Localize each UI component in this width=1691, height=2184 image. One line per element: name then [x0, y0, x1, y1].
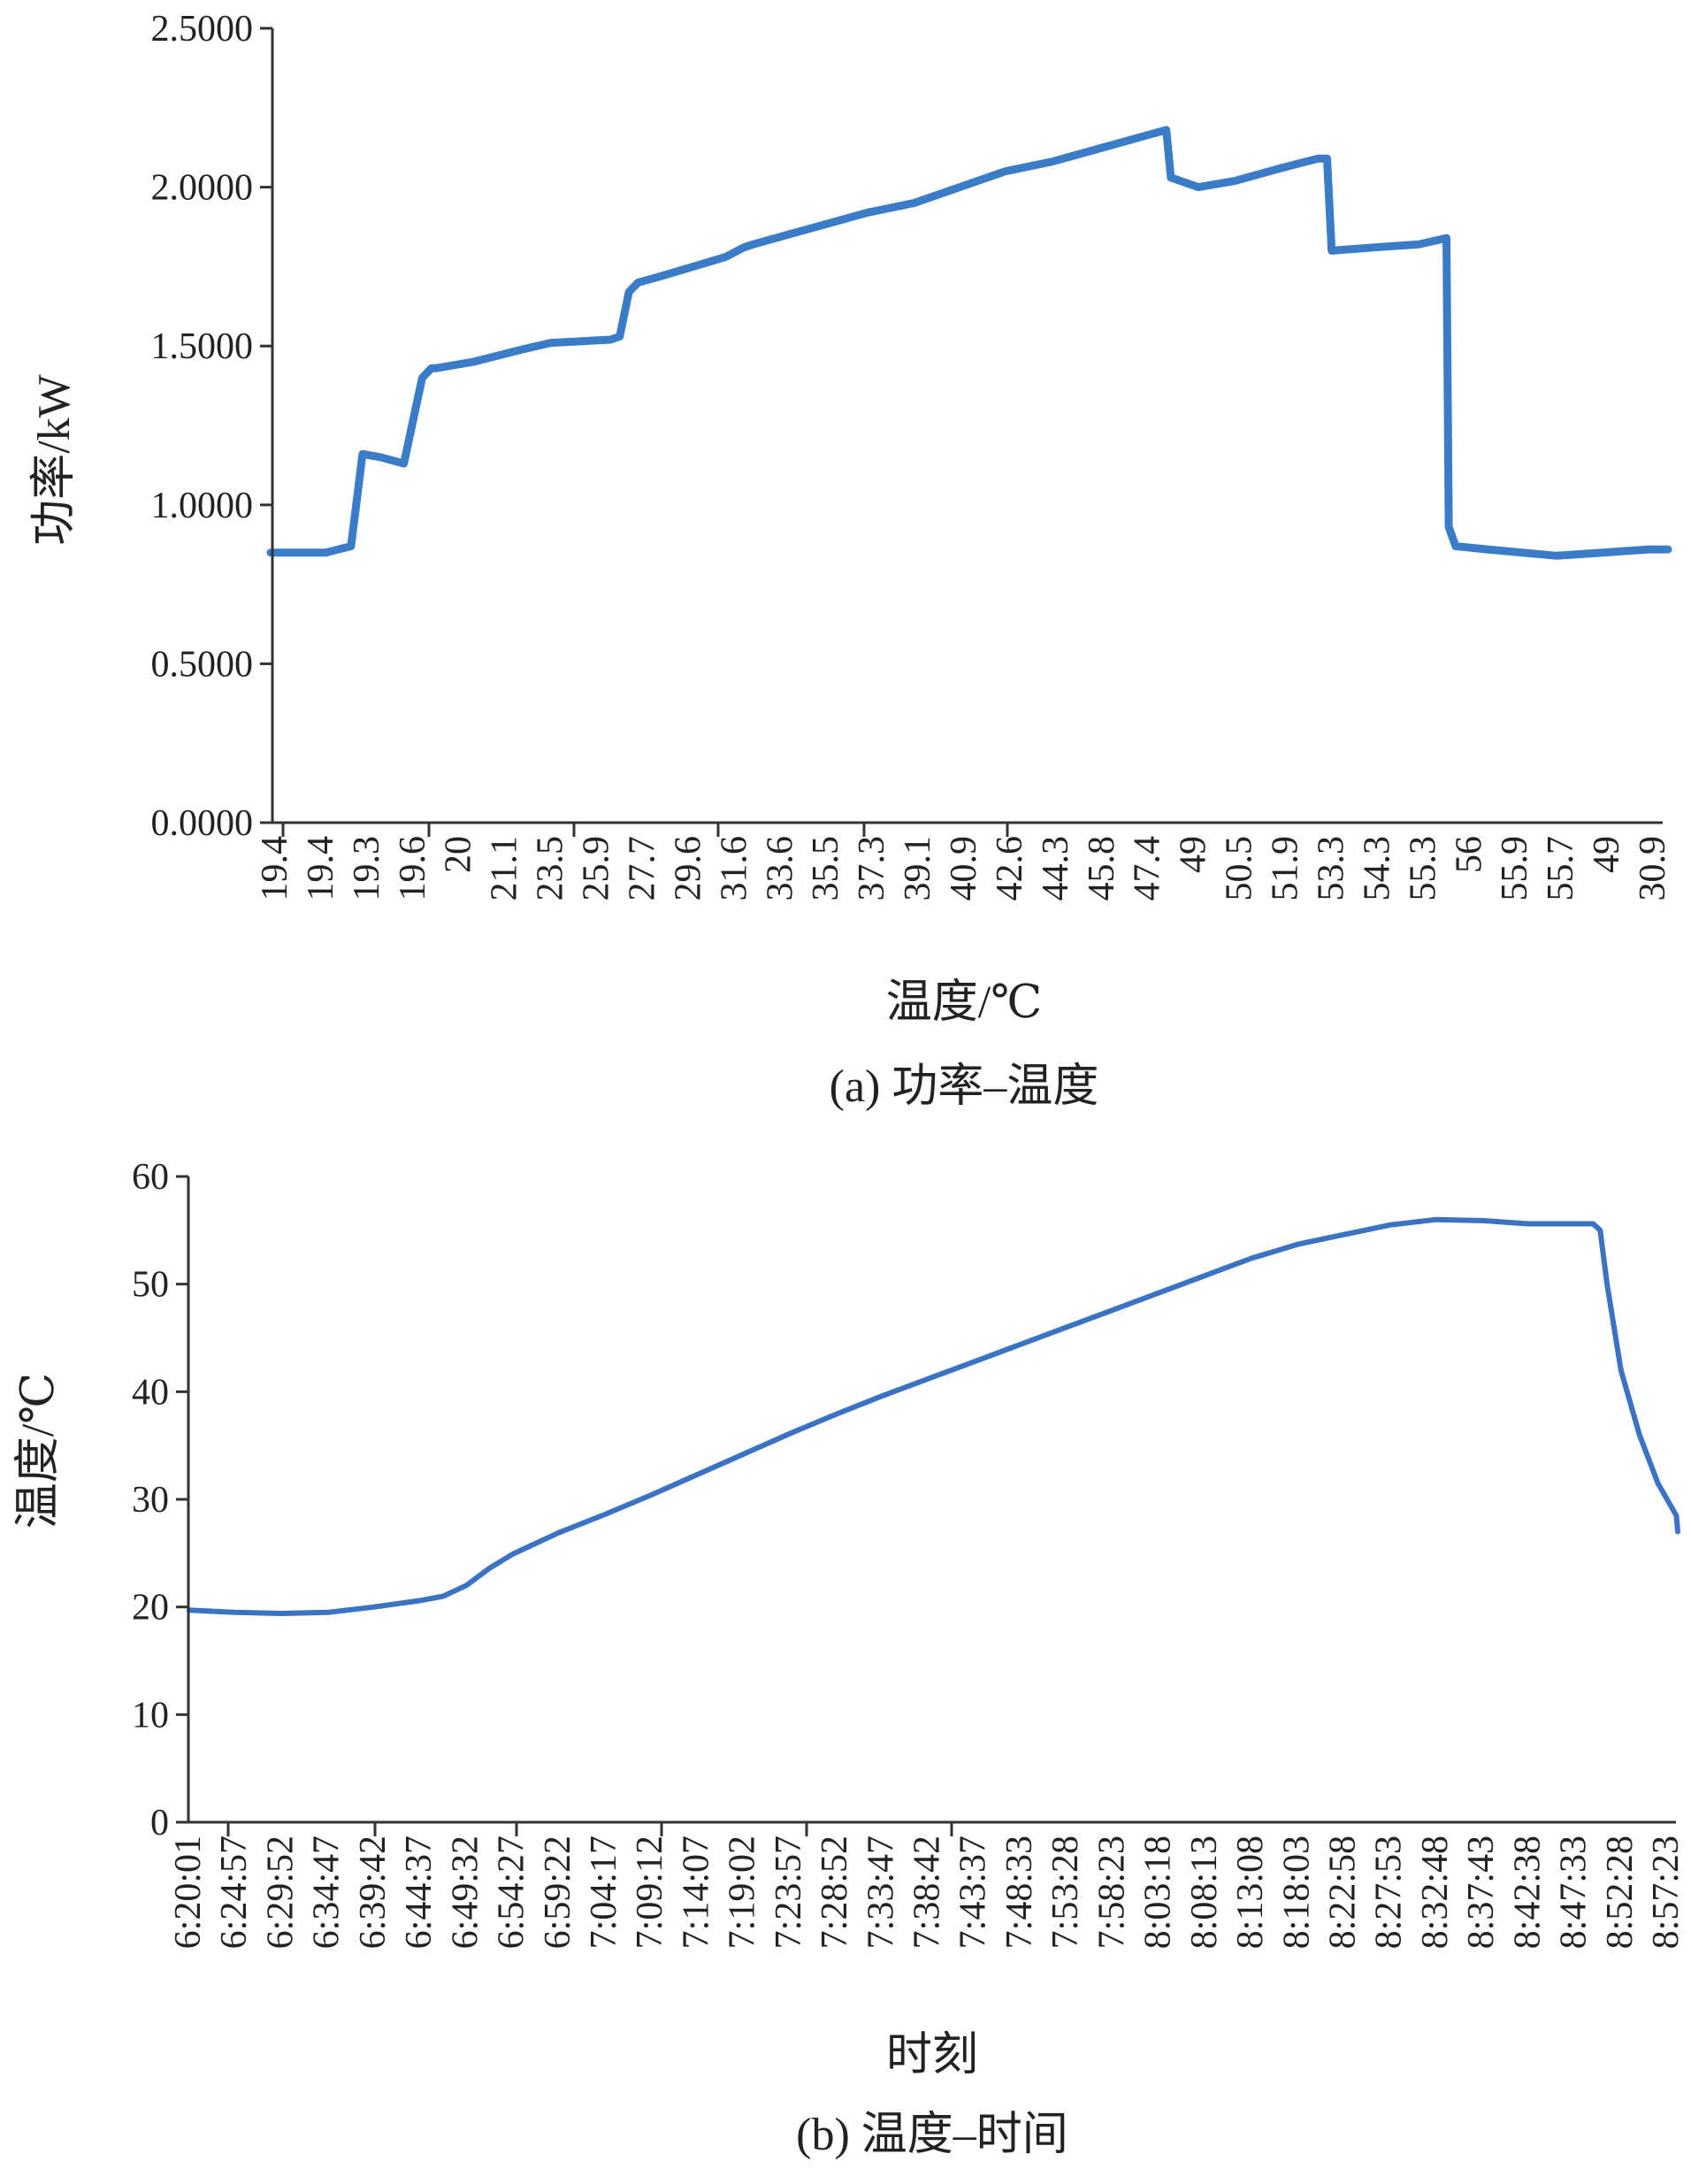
chart-b-caption: (b) 温度–时间 [796, 2110, 1068, 2160]
x-tick-label: 8:37:43 [1461, 1835, 1502, 1949]
chart-a-ylabel: 功率/kW [29, 374, 80, 546]
y-tick-label: 2.5000 [151, 9, 254, 50]
x-tick-label: 7:19:02 [723, 1835, 763, 1949]
y-tick-label: 0.0000 [151, 803, 254, 844]
x-tick-label: 55.7 [1541, 836, 1581, 901]
x-tick-label: 55.9 [1495, 836, 1535, 901]
x-tick-label: 19.4 [301, 836, 341, 901]
x-tick-label: 7:38:42 [907, 1835, 948, 1949]
x-tick-label: 7:33:47 [861, 1835, 901, 1949]
x-tick-label: 47.4 [1128, 836, 1168, 901]
x-tick-label: 20 [439, 836, 479, 873]
x-tick-label: 8:03:18 [1138, 1835, 1179, 1949]
x-tick-label: 19.3 [347, 836, 387, 901]
x-tick-label: 8:27:53 [1369, 1835, 1410, 1949]
x-tick-label: 23.5 [531, 836, 571, 901]
y-tick-label: 50 [132, 1265, 169, 1306]
y-tick-label: 1.0000 [151, 486, 254, 526]
x-tick-label: 51.9 [1266, 836, 1306, 901]
y-tick-label: 40 [132, 1372, 169, 1413]
chart-b-ylabel: 温度/℃ [13, 1373, 64, 1529]
y-tick-label: 30 [132, 1480, 169, 1521]
x-tick-label: 8:08:13 [1184, 1835, 1225, 1949]
x-tick-label: 6:29:52 [260, 1835, 301, 1949]
x-tick-label: 8:52:28 [1600, 1835, 1641, 1949]
x-tick-label: 37.3 [852, 836, 892, 901]
x-tick-label: 40.9 [944, 836, 984, 901]
chart-b: 0 10 20 30 40 50 60 6:20:01 6:24:57 6:29:52 6:34:… [13, 1157, 1687, 2160]
y-tick-label: 60 [132, 1157, 169, 1198]
x-tick-label: 53.3 [1311, 836, 1351, 901]
x-tick-label: 6:39:42 [353, 1835, 394, 1949]
x-tick-label: 30.9 [1633, 836, 1673, 901]
chart-a-x-ticks: 19.4 19.4 19.3 19.6 20 21.1 23.5 25.9 27.7 29.6 31… [255, 823, 1673, 901]
x-tick-label: 44.3 [1036, 836, 1076, 901]
x-tick-label: 7:04:17 [584, 1835, 624, 1949]
x-tick-label: 7:58:23 [1091, 1835, 1132, 1949]
x-tick-label: 49 [1174, 836, 1214, 873]
y-tick-label: 20 [132, 1588, 169, 1628]
x-tick-label: 8:22:58 [1322, 1835, 1363, 1949]
x-tick-label: 7:23:57 [769, 1835, 809, 1949]
y-tick-label: 0.5000 [151, 644, 254, 685]
x-tick-label: 7:28:52 [815, 1835, 855, 1949]
x-tick-label: 6:54:27 [492, 1835, 532, 1949]
x-tick-label: 25.9 [577, 836, 617, 901]
x-tick-label: 7:09:12 [630, 1835, 670, 1949]
x-tick-label: 7:53:28 [1045, 1835, 1086, 1949]
chart-a-xlabel: 温度/℃ [886, 977, 1043, 1028]
x-tick-label: 8:47:33 [1554, 1835, 1595, 1949]
x-tick-label: 49 [1587, 836, 1627, 873]
x-tick-label: 42.6 [990, 836, 1030, 901]
x-tick-label: 55.3 [1403, 836, 1443, 901]
x-tick-label: 29.6 [668, 836, 708, 901]
x-tick-label: 35.5 [806, 836, 846, 901]
x-tick-label: 56 [1449, 836, 1489, 873]
x-tick-label: 31.6 [714, 836, 754, 901]
chart-a: 0.0000 0.5000 1.0000 1.5000 2.0000 2.5000 19.… [29, 9, 1673, 1112]
x-tick-label: 8:42:38 [1507, 1835, 1548, 1949]
chart-a-caption: (a) 功率–温度 [830, 1061, 1099, 1112]
y-tick-label: 10 [132, 1695, 169, 1736]
x-tick-label: 8:32:48 [1415, 1835, 1456, 1949]
chart-a-y-ticks: 0.0000 0.5000 1.0000 1.5000 2.0000 2.5000 [151, 9, 272, 844]
x-tick-label: 7:14:07 [676, 1835, 716, 1949]
x-tick-label: 6:59:22 [538, 1835, 578, 1949]
chart-b-x-ticks: 6:20:01 6:24:57 6:29:52 6:34:47 6:39:42 6:44:… [168, 1822, 1687, 1949]
chart-b-series-line [187, 1216, 1680, 1616]
y-tick-label: 1.5000 [151, 326, 254, 367]
x-tick-label: 50.5 [1220, 836, 1260, 901]
x-tick-label: 21.1 [485, 836, 525, 901]
y-tick-label: 2.0000 [151, 168, 254, 209]
chart-a-series-line [266, 126, 1672, 560]
chart-b-y-ticks: 0 10 20 30 40 50 60 [132, 1157, 188, 1843]
x-tick-label: 54.3 [1357, 836, 1397, 901]
x-tick-label: 6:24:57 [214, 1835, 255, 1949]
x-tick-label: 7:48:33 [999, 1835, 1040, 1949]
x-tick-label: 8:18:03 [1276, 1835, 1317, 1949]
x-tick-label: 33.6 [760, 836, 800, 901]
chart-b-xlabel: 时刻 [886, 2030, 978, 2081]
x-tick-label: 45.8 [1082, 836, 1122, 901]
x-tick-label: 19.6 [393, 836, 433, 901]
x-tick-label: 8:57:23 [1646, 1835, 1687, 1949]
x-tick-label: 27.7 [622, 836, 662, 901]
x-tick-label: 8:13:08 [1230, 1835, 1271, 1949]
x-tick-label: 6:34:47 [307, 1835, 348, 1949]
y-tick-label: 0 [150, 1803, 169, 1843]
x-tick-label: 7:43:37 [953, 1835, 994, 1949]
x-tick-label: 39.1 [898, 836, 938, 901]
x-tick-label: 19.4 [255, 836, 295, 901]
x-tick-label: 6:20:01 [168, 1835, 209, 1949]
x-tick-label: 6:44:37 [399, 1835, 440, 1949]
x-tick-label: 6:49:32 [445, 1835, 486, 1949]
